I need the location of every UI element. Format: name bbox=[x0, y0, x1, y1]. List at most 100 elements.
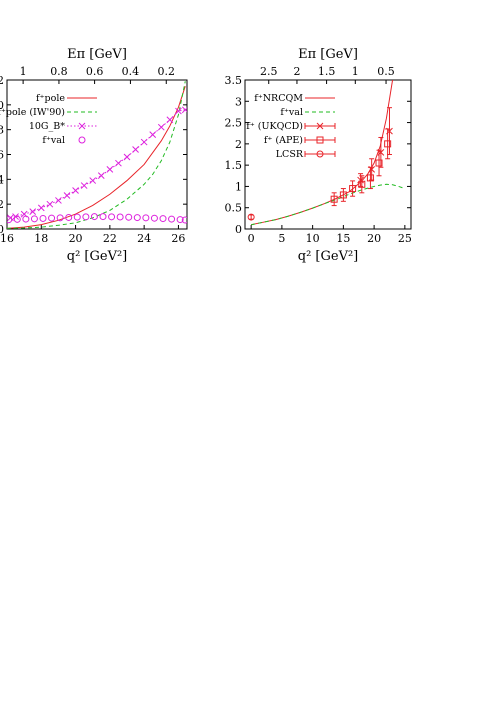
y-tick-label: 0 bbox=[235, 223, 242, 236]
x-marker bbox=[78, 122, 86, 130]
series-f-val bbox=[7, 213, 187, 224]
series-f-ape- bbox=[330, 128, 392, 207]
circle-marker bbox=[176, 216, 184, 224]
circle-marker bbox=[82, 213, 90, 221]
circle-marker bbox=[150, 214, 158, 222]
x-marker bbox=[166, 116, 174, 124]
legend-label: f⁺ (APE) bbox=[264, 135, 303, 146]
square-marker bbox=[358, 180, 366, 188]
right-chart-panel: 0 5 10 15 20 25 0 0.5 1 1.5 2 2.5 3 3.5 2.5 2 1.5 1 0.5 q² … bbox=[225, 47, 412, 264]
x-marker bbox=[106, 166, 114, 173]
x-tick-label: 5 bbox=[278, 232, 285, 245]
legend-label: 10G_B* bbox=[29, 121, 65, 132]
x-marker bbox=[115, 159, 122, 167]
circle-marker bbox=[39, 214, 47, 222]
y-tick-label: 10 bbox=[0, 99, 4, 112]
x-tick-label: 25 bbox=[398, 232, 412, 245]
y-tick-label: 0 bbox=[0, 223, 4, 236]
plot-frame bbox=[244, 79, 412, 230]
y-tick-label: 3 bbox=[235, 95, 242, 108]
circle-marker bbox=[159, 215, 167, 223]
y-tick-label: 6 bbox=[0, 149, 4, 162]
top-axis-title: Eπ [GeV] bbox=[298, 47, 358, 62]
y-tick-label: 0.5 bbox=[225, 202, 243, 215]
x-axis-title: q² [GeV²] bbox=[298, 249, 359, 264]
x-tick-label: 15 bbox=[336, 232, 350, 245]
x-marker bbox=[72, 187, 79, 194]
circle-marker bbox=[7, 216, 13, 224]
plot-area bbox=[247, 80, 406, 226]
circle-marker bbox=[90, 213, 98, 221]
x-marker bbox=[7, 214, 14, 222]
y-tick-label: 8 bbox=[0, 124, 4, 137]
top-tick-label: 0.4 bbox=[122, 65, 140, 78]
circle-marker bbox=[56, 214, 64, 222]
x-tick-label: 26 bbox=[171, 232, 185, 245]
legend: f⁺NRCQM f⁺val f⁺ (UKQCD) f⁺ (APE) LCSR bbox=[246, 93, 336, 160]
circle-marker bbox=[108, 213, 116, 221]
square-marker bbox=[330, 195, 338, 203]
top-tick-label: 0.5 bbox=[377, 65, 395, 78]
plot-frame bbox=[6, 79, 188, 230]
top-axis-title: Eπ [GeV] bbox=[67, 47, 127, 62]
square-marker bbox=[316, 136, 324, 144]
legend-label: f⁺val bbox=[280, 107, 303, 118]
x-marker bbox=[80, 182, 88, 189]
circle-marker bbox=[78, 136, 86, 144]
circle-marker bbox=[133, 214, 141, 222]
legend-label: f⁺pole (IW'90) bbox=[0, 107, 65, 118]
y-tick-label: 4 bbox=[0, 173, 4, 186]
y-tick-label: 2 bbox=[0, 198, 4, 211]
series-lcsr bbox=[247, 213, 255, 221]
left-chart-panel: 16182022242602468101210.80.60.40.2q² [Ge… bbox=[0, 47, 188, 264]
circle-marker bbox=[142, 214, 150, 222]
y-tick-label: 1.5 bbox=[225, 159, 243, 172]
square-marker bbox=[366, 174, 374, 182]
x-tick-label: 16 bbox=[0, 232, 14, 245]
y-tick-label: 12 bbox=[0, 74, 4, 87]
series-f-pole bbox=[7, 86, 186, 229]
x-marker bbox=[46, 200, 54, 208]
square-marker bbox=[384, 140, 392, 148]
plot-area bbox=[7, 81, 187, 229]
series-line bbox=[7, 86, 186, 229]
x-marker bbox=[316, 122, 324, 130]
square-marker bbox=[339, 191, 347, 199]
top-tick-label: 1 bbox=[352, 65, 359, 78]
circle-marker bbox=[30, 215, 38, 223]
top-tick-label: 0.8 bbox=[50, 65, 68, 78]
circle-marker bbox=[316, 150, 324, 158]
circle-marker bbox=[116, 213, 124, 221]
x-marker bbox=[123, 153, 131, 161]
top-tick-label: 1.5 bbox=[318, 65, 336, 78]
y-tick-label: 3.5 bbox=[225, 74, 243, 87]
circle-marker bbox=[48, 214, 56, 222]
series-f-val bbox=[251, 183, 406, 226]
legend-label: f⁺pole bbox=[36, 93, 65, 104]
x-marker bbox=[132, 146, 139, 153]
top-tick-label: 0.2 bbox=[158, 65, 176, 78]
legend-label: f⁺val bbox=[42, 135, 65, 146]
x-marker bbox=[181, 106, 187, 114]
legend: f⁺pole f⁺pole (IW'90) 10G_B* f⁺val bbox=[0, 93, 97, 146]
x-marker bbox=[97, 172, 105, 179]
series-line bbox=[7, 81, 186, 229]
x-marker bbox=[29, 208, 37, 215]
top-tick-label: 0.6 bbox=[86, 65, 104, 78]
circle-marker bbox=[13, 215, 21, 223]
x-marker bbox=[157, 123, 165, 131]
x-tick-label: 24 bbox=[137, 232, 151, 245]
x-marker bbox=[63, 192, 71, 199]
y-tick-label: 2.5 bbox=[225, 117, 243, 130]
legend-label: f⁺ (UKQCD) bbox=[246, 121, 303, 132]
x-marker bbox=[89, 177, 97, 184]
x-tick-label: 20 bbox=[69, 232, 83, 245]
series-line bbox=[10, 109, 186, 219]
x-tick-label: 20 bbox=[367, 232, 381, 245]
x-marker bbox=[37, 204, 45, 212]
x-tick-label: 10 bbox=[306, 232, 320, 245]
circle-marker bbox=[99, 213, 107, 221]
y-tick-label: 1 bbox=[235, 180, 242, 193]
series-line bbox=[251, 183, 406, 226]
square-marker bbox=[349, 185, 357, 193]
